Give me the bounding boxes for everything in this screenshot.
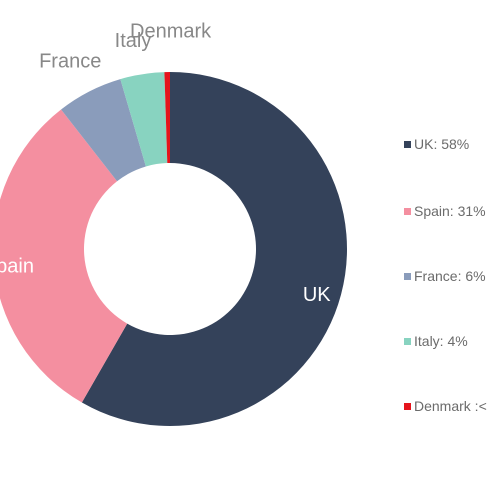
legend-swatch-uk	[404, 140, 411, 148]
donut-slices	[0, 72, 347, 426]
slice-spain	[0, 109, 128, 403]
slice-denmark	[164, 72, 170, 164]
slice-label-france: France	[39, 50, 101, 72]
legend-swatch-spain	[404, 207, 411, 215]
slice-label-uk: UK	[303, 284, 331, 306]
legend: UK: 58% Spain: 31% France: 6% Italy: 4% …	[400, 0, 500, 500]
legend-swatch-denmark	[404, 402, 411, 410]
legend-item-france: France: 6%	[404, 268, 486, 284]
legend-label-italy: Italy: 4%	[414, 333, 468, 349]
legend-item-denmark: Denmark :<	[404, 398, 487, 414]
legend-swatch-france	[404, 272, 411, 280]
legend-swatch-italy	[404, 337, 411, 345]
legend-label-denmark: Denmark :<	[414, 398, 487, 414]
legend-label-spain: Spain: 31%	[414, 203, 486, 219]
legend-label-france: France: 6%	[414, 268, 486, 284]
slice-label-spain: Spain	[0, 255, 34, 277]
slice-france	[61, 79, 146, 182]
slice-label-italy: Italy	[115, 30, 152, 52]
slice-italy	[120, 72, 168, 167]
legend-item-uk: UK: 58%	[404, 136, 469, 152]
slice-label-denmark: Denmark	[130, 20, 212, 42]
legend-label-uk: UK: 58%	[414, 136, 470, 152]
legend-item-spain: Spain: 31%	[404, 203, 486, 219]
legend-item-italy: Italy: 4%	[404, 333, 468, 349]
slice-uk	[81, 72, 347, 426]
